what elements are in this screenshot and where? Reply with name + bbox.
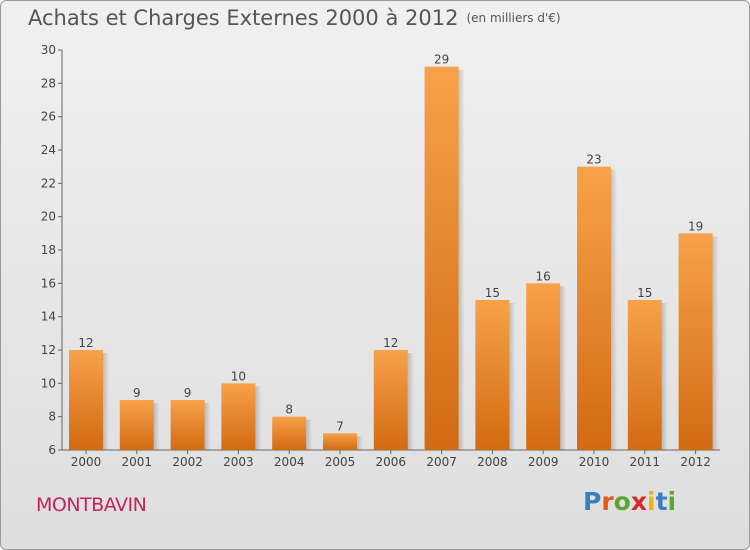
x-tick-label: 2010 bbox=[579, 455, 610, 469]
y-tick-label: 24 bbox=[41, 143, 56, 157]
value-label: 19 bbox=[688, 219, 703, 233]
x-tick-label: 2007 bbox=[426, 455, 457, 469]
value-label: 9 bbox=[133, 386, 141, 400]
bar-2011 bbox=[627, 300, 662, 450]
title-text: Achats et Charges Externes 2000 à 2012 bbox=[28, 6, 459, 30]
y-tick-label: 16 bbox=[41, 276, 56, 290]
bar-shadow bbox=[407, 353, 414, 450]
bar-shadow bbox=[255, 386, 262, 450]
x-tick-label: 2011 bbox=[630, 455, 661, 469]
value-label: 29 bbox=[434, 53, 449, 67]
y-tick-label: 14 bbox=[41, 310, 56, 324]
bar-2010 bbox=[577, 166, 611, 450]
bar-shadow bbox=[560, 286, 567, 450]
x-tick-label: 2009 bbox=[528, 455, 559, 469]
value-label: 15 bbox=[485, 286, 500, 300]
city-name: MONTBAVIN bbox=[36, 494, 147, 516]
bar-shadow bbox=[661, 303, 668, 450]
bar-2007 bbox=[424, 66, 459, 451]
x-tick-label: 2005 bbox=[325, 455, 356, 469]
bar-shadow bbox=[103, 353, 109, 450]
value-label: 15 bbox=[637, 286, 652, 300]
value-label: 12 bbox=[78, 336, 93, 350]
bar-shadow bbox=[153, 403, 160, 450]
data-labels: 12 9 9 10 8 7 12 29 15 16 23 15 19 bbox=[78, 53, 703, 434]
y-tick-label: 8 bbox=[48, 410, 56, 424]
x-tick-label: 2012 bbox=[680, 455, 711, 469]
bar-2012 bbox=[678, 233, 713, 450]
bar-2003 bbox=[221, 383, 256, 450]
bar-2005 bbox=[323, 433, 357, 450]
bar-shadow bbox=[509, 303, 516, 450]
y-tick-label: 28 bbox=[41, 76, 56, 90]
value-label: 12 bbox=[383, 336, 398, 350]
bar-shadow bbox=[712, 236, 719, 450]
title-unit: (en milliers d'€) bbox=[466, 11, 561, 25]
value-label: 9 bbox=[184, 386, 192, 400]
y-tick-label: 22 bbox=[41, 176, 56, 190]
bar-shadow bbox=[458, 69, 465, 451]
y-tick-label: 30 bbox=[41, 43, 56, 57]
bar-shadow bbox=[204, 403, 211, 450]
bar-shadow bbox=[611, 169, 617, 450]
bar-2000 bbox=[69, 350, 103, 450]
x-tick-label: 2002 bbox=[172, 455, 203, 469]
x-tick-label: 2004 bbox=[274, 455, 305, 469]
bar-shadow bbox=[357, 436, 363, 450]
x-tick-label: 2006 bbox=[376, 455, 407, 469]
x-tick-label: 2003 bbox=[223, 455, 254, 469]
x-tick-label: 2008 bbox=[477, 455, 508, 469]
bar-2008 bbox=[475, 300, 510, 450]
bar-2009 bbox=[526, 283, 561, 450]
x-tick-label: 2000 bbox=[71, 455, 102, 469]
chart-title: Achats et Charges Externes 2000 à 2012 (e… bbox=[28, 6, 561, 30]
x-tick-label: 2001 bbox=[122, 455, 153, 469]
y-tick-label: 26 bbox=[41, 110, 56, 124]
bars bbox=[69, 66, 719, 451]
y-tick-label: 12 bbox=[41, 343, 56, 357]
bar-2006 bbox=[373, 350, 408, 450]
bar-2002 bbox=[170, 400, 205, 450]
value-label: 23 bbox=[586, 153, 601, 167]
bar-2001 bbox=[119, 400, 154, 450]
bar-shadow bbox=[306, 419, 313, 450]
proxiti-logo: Proxiti bbox=[583, 487, 677, 516]
y-tick-label: 18 bbox=[41, 243, 56, 257]
value-label: 10 bbox=[231, 369, 246, 383]
value-label: 7 bbox=[336, 419, 344, 433]
y-tick-label: 6 bbox=[48, 443, 56, 457]
y-tick-label: 20 bbox=[41, 210, 56, 224]
bar-2004 bbox=[272, 416, 307, 450]
value-label: 8 bbox=[285, 403, 293, 417]
value-label: 16 bbox=[536, 269, 551, 283]
y-tick-label: 10 bbox=[41, 376, 56, 390]
